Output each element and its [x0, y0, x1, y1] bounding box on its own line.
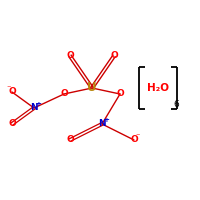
- Text: 6: 6: [174, 100, 179, 109]
- Text: O: O: [110, 51, 118, 60]
- Text: +: +: [35, 101, 41, 107]
- Text: N: N: [98, 119, 106, 129]
- Text: O: O: [66, 136, 74, 144]
- Text: ⁻: ⁻: [135, 132, 140, 140]
- Text: O: O: [8, 119, 16, 129]
- Text: O: O: [130, 136, 138, 144]
- Text: O: O: [60, 90, 68, 98]
- Text: O: O: [66, 51, 74, 60]
- Text: O: O: [116, 90, 124, 98]
- Text: O: O: [8, 88, 16, 97]
- Text: U: U: [87, 81, 97, 94]
- Text: N: N: [30, 104, 38, 112]
- Text: H₂O: H₂O: [147, 83, 169, 93]
- Text: +: +: [103, 117, 109, 123]
- Text: ⁻: ⁻: [6, 83, 11, 92]
